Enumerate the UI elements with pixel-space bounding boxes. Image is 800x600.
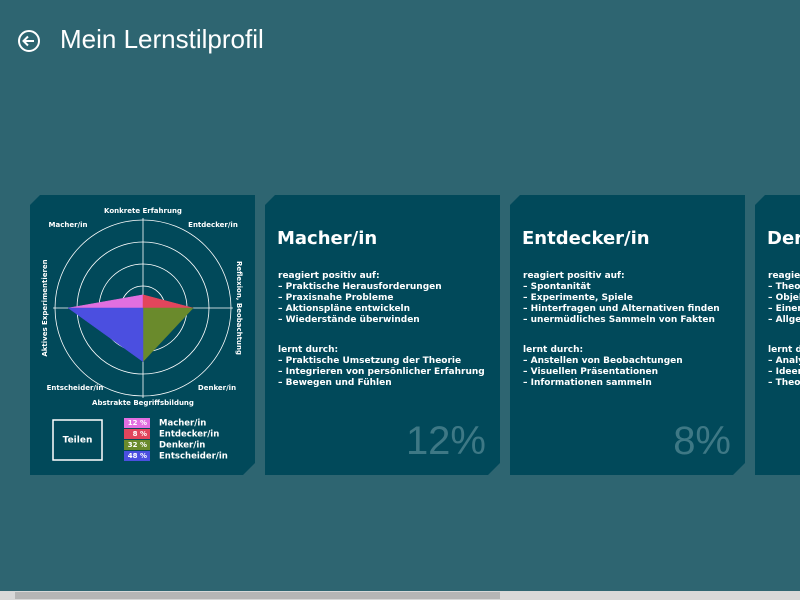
legend-swatch (124, 440, 150, 450)
radar-quadrant (143, 308, 193, 362)
list-item: – Objek (768, 293, 799, 303)
list-item: – Experimente, Spiele (523, 293, 633, 303)
axis-label: Reflexion, Beobachtung (235, 261, 243, 355)
axis-label: Konkrete Erfahrung (104, 207, 182, 215)
axis-label: Aktives Experimentieren (41, 259, 49, 356)
legend-name: Entdecker/in (159, 430, 219, 440)
axis-label: Abstrakte Begriffsbildung (92, 399, 194, 407)
list-item: – Hinterfragen und Alternativen finden (523, 304, 720, 314)
legend-value: 48 % (128, 452, 147, 460)
section-heading: reagiert (768, 271, 800, 281)
style-card: Der reagiert– Theor– Objek– Einer S– Allg… (755, 195, 800, 475)
legend-name: Entscheider/in (159, 452, 228, 462)
list-item: – Integrieren von persönlicher Erfahrung (278, 367, 485, 377)
section-heading: lernt durch: (768, 345, 800, 355)
style-card: Entdecker/in reagiert positiv auf: – Spont… (510, 195, 745, 475)
legend-swatch (124, 418, 150, 428)
list-item: – Bewegen und Fühlen (278, 378, 392, 388)
list-item: – Theori (768, 378, 800, 388)
legend-value: 12 % (128, 419, 147, 427)
radar-quadrant (68, 308, 143, 362)
list-item: – Visuellen Präsentationen (523, 367, 659, 377)
list-item: – Aktionspläne entwickeln (278, 304, 411, 314)
back-button[interactable] (16, 28, 42, 54)
legend-name: Denker/in (159, 441, 205, 451)
list-item: – Praxisnahe Probleme (278, 293, 394, 303)
section-heading: lernt durch: (278, 345, 339, 355)
section-heading: lernt durch: (523, 345, 584, 355)
list-item: – Allger (768, 315, 800, 325)
share-label[interactable]: Teilen (63, 436, 93, 446)
percent: 8% (673, 419, 731, 463)
corner-label: Macher/in (49, 221, 88, 229)
profile-card: Teilen Konkrete Erfahrung Reflexion, Beob… (30, 195, 255, 475)
card-title: Der (767, 228, 800, 249)
list-item: – Wiederstände überwinden (278, 315, 420, 325)
section-heading: reagiert positiv auf: (278, 271, 380, 281)
legend-swatch (124, 451, 150, 461)
share-button[interactable] (53, 420, 102, 460)
legend-name: Macher/in (159, 419, 206, 429)
legend-value: 8 % (133, 430, 147, 438)
scrollbar[interactable] (0, 591, 800, 600)
legend-value: 32 % (128, 441, 147, 449)
page-title: Mein Lernstilprofil (60, 24, 264, 54)
list-item: – Ideen (768, 367, 798, 377)
card-title: Macher/in (277, 228, 378, 249)
percent: 12% (405, 419, 486, 463)
list-item: – unermüdliches Sammeln von Fakten (523, 315, 715, 325)
list-item: – Spontanität (523, 282, 591, 292)
list-item: – Anstellen von Beobachtungen (523, 356, 683, 366)
list-item: – Analy (768, 356, 799, 366)
list-item: – Praktische Umsetzung der Theorie (278, 356, 462, 366)
corner-label: Denker/in (198, 384, 236, 392)
card-title: Entdecker/in (522, 228, 650, 249)
list-item: – Einer S (768, 304, 800, 314)
list-item: – Theor (768, 282, 800, 292)
corner-label: Entdecker/in (188, 221, 238, 229)
radar-quadrant (68, 295, 143, 308)
scroll-thumb[interactable] (15, 592, 500, 599)
section-heading: reagiert positiv auf: (523, 271, 625, 281)
corner-label: Entscheider/in (47, 384, 104, 392)
list-item: – Praktische Herausforderungen (278, 282, 442, 292)
style-card: Macher/in reagiert positiv auf: – Praktisc… (265, 195, 500, 475)
list-item: – Informationen sammeln (523, 378, 652, 388)
legend-swatch (124, 429, 150, 439)
radar-chart: Teilen Konkrete Erfahrung Reflexion, Beob… (30, 195, 255, 475)
